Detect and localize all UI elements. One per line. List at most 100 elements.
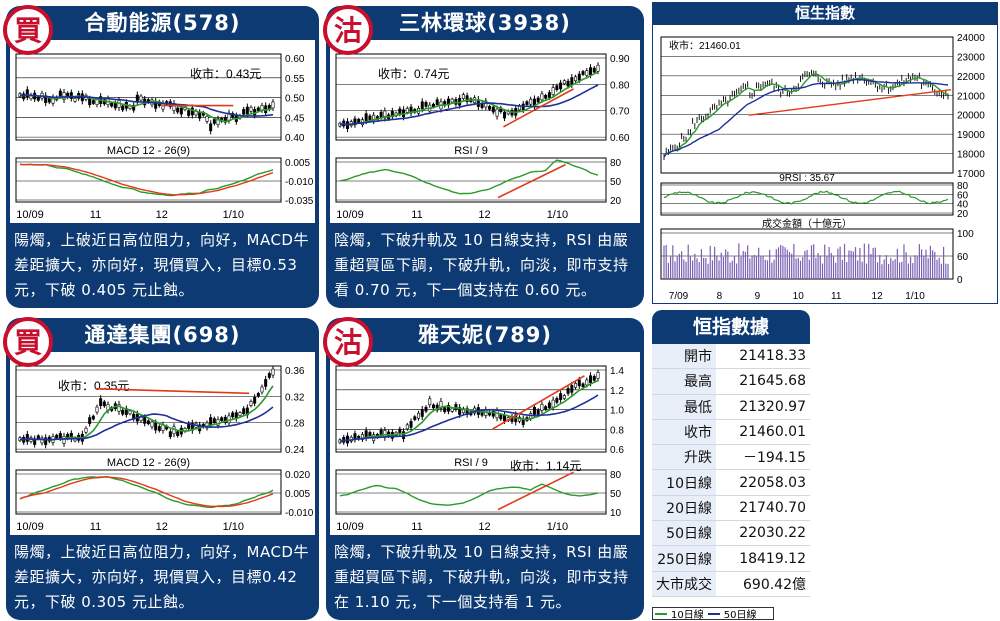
- candle-body: [555, 398, 559, 403]
- candle-body: [25, 434, 29, 442]
- candle-body: [454, 404, 458, 410]
- indicator-plot-border: [15, 469, 282, 515]
- candle-body: [238, 412, 242, 416]
- candle-body: [428, 398, 432, 406]
- candle-body: [212, 119, 216, 124]
- indicator-trend-line: [497, 471, 574, 511]
- candle-body: [536, 409, 540, 415]
- x-tick-label: 11: [411, 521, 422, 533]
- candle-body: [390, 110, 394, 118]
- candle-body: [205, 115, 209, 122]
- stock-panel-578: 合動能源(578) 0.60 0.55 0.50 0.45 0.40 0.005 -0.01…: [6, 6, 319, 308]
- candle-body: [231, 412, 235, 418]
- candle-body: [566, 388, 570, 394]
- price-plot-border: [660, 36, 954, 174]
- ma10-line: [663, 73, 949, 158]
- candle-body: [592, 67, 596, 73]
- candle-body: [271, 368, 275, 376]
- candle-body: [424, 102, 428, 107]
- candle-body: [260, 386, 264, 393]
- close-price-label: 收市：21460.01: [669, 39, 741, 52]
- ma50-line: [339, 394, 599, 443]
- stats-value: －194.15: [716, 444, 810, 471]
- price-tick-label: 0.6: [610, 445, 624, 456]
- candle-body: [154, 422, 158, 431]
- candle-body: [25, 89, 29, 98]
- stock-panel-3938: 三林環球(3938) 0.90 0.80 0.70 0.60 80 50 20 RSI / 9…: [326, 6, 644, 308]
- candle-body: [431, 404, 435, 409]
- candle-body: [121, 105, 125, 111]
- candle-body: [499, 414, 503, 420]
- candle-body: [95, 99, 99, 105]
- candle-body: [209, 417, 213, 425]
- candle-body: [551, 87, 555, 95]
- candle-body: [168, 431, 172, 437]
- candle-body: [58, 433, 62, 439]
- x-tick-label: 11: [831, 291, 842, 302]
- ma50-line: [19, 94, 274, 117]
- indicator-tick-label: 80: [610, 158, 622, 169]
- indicator-tick-label: 20: [610, 196, 622, 207]
- rsi-tick-label: 40: [957, 200, 969, 211]
- candle-body: [256, 107, 260, 112]
- candle-body: [143, 417, 147, 424]
- candle-body: [264, 379, 268, 387]
- candle-body: [446, 404, 450, 412]
- candle-body: [36, 97, 40, 101]
- candle-body: [223, 416, 227, 423]
- close-price-label: 收市：1.14元: [510, 458, 581, 473]
- buy-badge-icon: 買: [2, 4, 54, 56]
- candle-body: [157, 426, 161, 431]
- stats-row: 20日線 21740.70: [652, 495, 810, 522]
- price-tick-label: 0.8: [610, 425, 624, 436]
- candle-body: [69, 92, 73, 99]
- indicator-line: [19, 163, 274, 197]
- svg-text:沽: 沽: [334, 15, 362, 46]
- price-plot-border: [335, 53, 607, 141]
- signal-line: [19, 476, 274, 508]
- panel-title: 雅天妮(789): [417, 323, 553, 347]
- analysis-text: 陽燭，上破近日高位阻力，向好，MACD牛差距擴大，亦向好，現價買入，目標0.42…: [14, 543, 309, 611]
- hsi-chart-area: 24000 23000 22000 21000 20000 19000 18000 17000…: [652, 24, 998, 304]
- candle-body: [495, 410, 499, 419]
- stats-label: 250日線: [652, 545, 716, 572]
- candle-body: [540, 404, 544, 411]
- candle-body: [574, 76, 578, 82]
- candle-body: [209, 123, 213, 132]
- trend-line: [492, 375, 585, 430]
- candle-body: [547, 92, 551, 98]
- rsi-line: [663, 190, 949, 205]
- ma10-line: [339, 71, 599, 126]
- stats-row: 最高 21645.68: [652, 368, 810, 395]
- panel-title: 通達集團(698): [84, 323, 241, 347]
- price-tick-label: 0.70: [610, 107, 630, 118]
- x-tick-label: 12: [156, 521, 168, 533]
- price-plot-border: [15, 53, 282, 141]
- candle-body: [589, 375, 593, 384]
- candle-body: [495, 108, 499, 117]
- candle-body: [187, 110, 191, 116]
- stats-label: 20日線: [652, 495, 716, 522]
- stats-label: 大市成交: [652, 571, 716, 597]
- stats-label: 收市: [652, 419, 716, 446]
- stats-row: 最低 21320.97: [652, 394, 810, 420]
- candle-body: [581, 71, 585, 75]
- trend-line: [95, 387, 250, 395]
- candle-body: [491, 410, 495, 417]
- candle-body: [596, 372, 600, 379]
- candle-body: [585, 70, 589, 76]
- chart-area: 1.4 1.2 1.0 0.8 0.6 80 50 10 RSI / 9 10/09 11 12 1/1…: [330, 352, 640, 535]
- ma50-legend-label: 50日線: [723, 610, 757, 621]
- stats-label: 最高: [652, 368, 716, 395]
- price-tick-label: 0.80: [610, 80, 630, 91]
- stats-value: 18419.12: [716, 545, 810, 572]
- candle-body: [253, 396, 257, 404]
- candle-body: [128, 410, 132, 415]
- price-tick-label: 20000: [957, 111, 985, 122]
- turnover-label: 成交金額（十億元）: [762, 217, 852, 230]
- indicator-tick-label: 10: [610, 508, 622, 519]
- candle-body: [540, 93, 544, 101]
- buy-badge-icon: 買: [2, 316, 54, 368]
- candle-body: [536, 97, 540, 103]
- indicator-tick-label: -0.010: [285, 177, 314, 188]
